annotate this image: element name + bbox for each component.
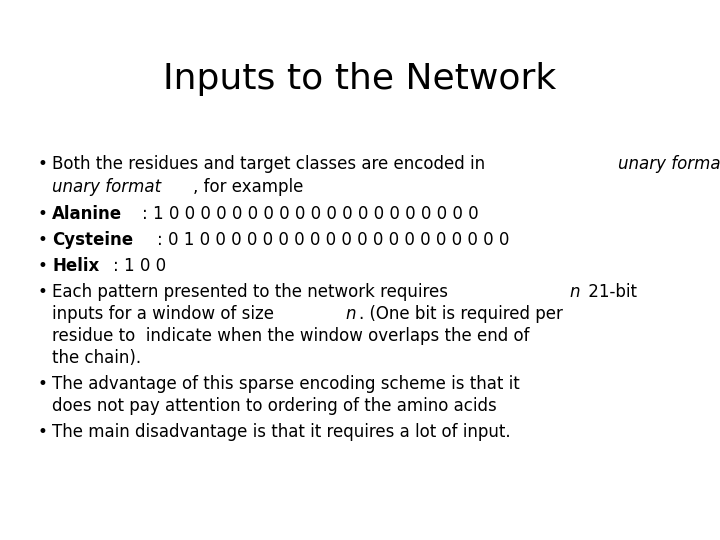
Text: •: •: [38, 155, 48, 173]
Text: : 1 0 0 0 0 0 0 0 0 0 0 0 0 0 0 0 0 0 0 0 0: : 1 0 0 0 0 0 0 0 0 0 0 0 0 0 0 0 0 0 0 …: [143, 205, 479, 223]
Text: the chain).: the chain).: [52, 349, 141, 367]
Text: inputs for a window of size: inputs for a window of size: [52, 305, 279, 323]
Text: 21-bit: 21-bit: [583, 283, 637, 301]
Text: Helix: Helix: [52, 257, 99, 275]
Text: The advantage of this sparse encoding scheme is that it: The advantage of this sparse encoding sc…: [52, 375, 520, 393]
Text: •: •: [38, 375, 48, 393]
Text: Alanine: Alanine: [52, 205, 122, 223]
Text: Each pattern presented to the network requires: Each pattern presented to the network re…: [52, 283, 454, 301]
Text: Inputs to the Network: Inputs to the Network: [163, 62, 557, 96]
Text: unary format: unary format: [618, 155, 720, 173]
Text: unary format: unary format: [52, 178, 161, 196]
Text: •: •: [38, 257, 48, 275]
Text: : 1 0 0: : 1 0 0: [113, 257, 166, 275]
Text: , for example: , for example: [193, 178, 303, 196]
Text: n: n: [345, 305, 356, 323]
Text: : 0 1 0 0 0 0 0 0 0 0 0 0 0 0 0 0 0 0 0 0 0 0: : 0 1 0 0 0 0 0 0 0 0 0 0 0 0 0 0 0 0 0 …: [157, 231, 509, 249]
Text: Cysteine: Cysteine: [52, 231, 133, 249]
Text: . (One bit is required per: . (One bit is required per: [359, 305, 562, 323]
Text: does not pay attention to ordering of the amino acids: does not pay attention to ordering of th…: [52, 397, 497, 415]
Text: Both the residues and target classes are encoded in: Both the residues and target classes are…: [52, 155, 490, 173]
Text: n: n: [570, 283, 580, 301]
Text: •: •: [38, 283, 48, 301]
Text: The main disadvantage is that it requires a lot of input.: The main disadvantage is that it require…: [52, 423, 510, 441]
Text: residue to  indicate when the window overlaps the end of: residue to indicate when the window over…: [52, 327, 529, 345]
Text: •: •: [38, 423, 48, 441]
Text: •: •: [38, 205, 48, 223]
Text: •: •: [38, 231, 48, 249]
